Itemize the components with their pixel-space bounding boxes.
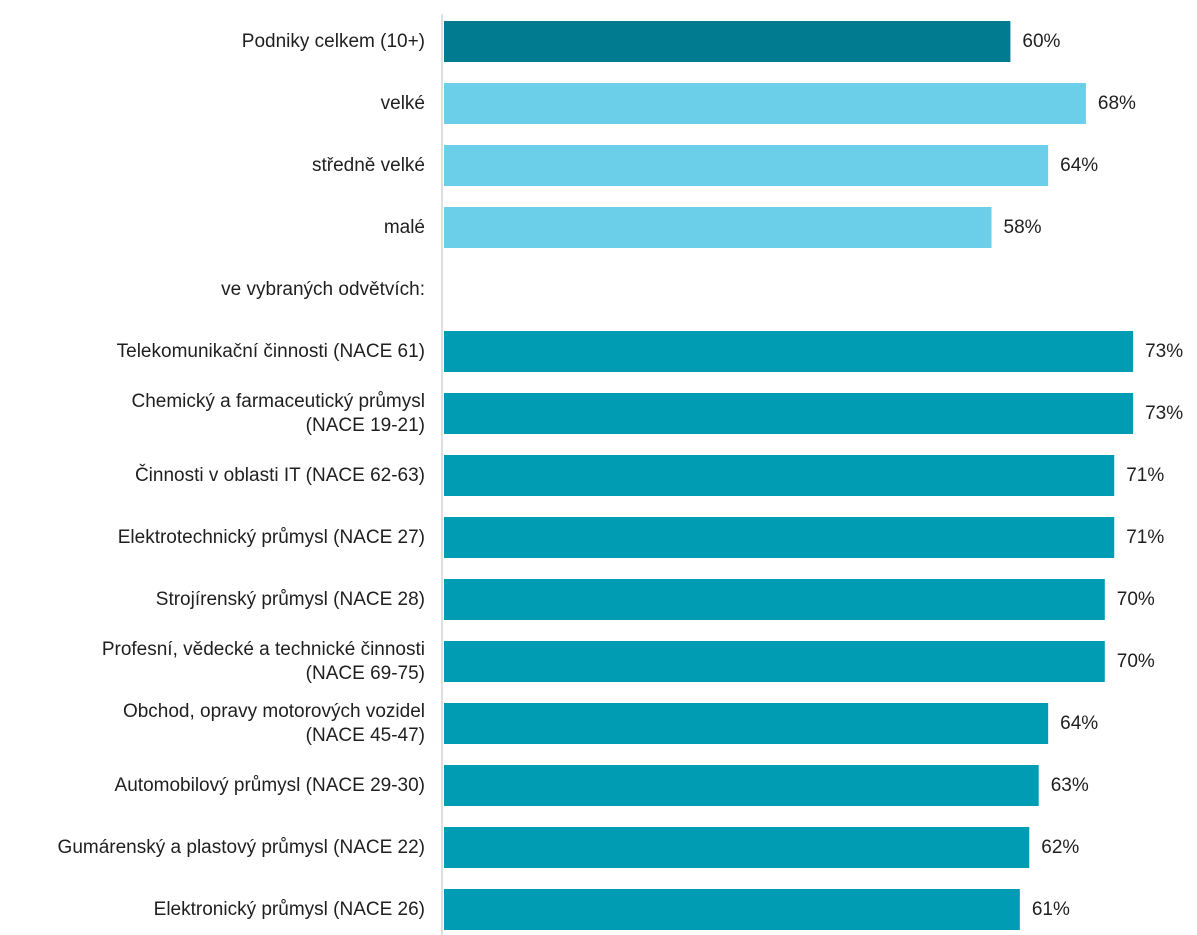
category-label-line: Obchod, opravy motorových vozidel bbox=[123, 701, 425, 722]
category-label-line: (NACE 45-47) bbox=[306, 725, 425, 746]
category-label-line: Činnosti v oblasti IT (NACE 62-63) bbox=[135, 464, 425, 486]
category-label-line: (NACE 69-75) bbox=[306, 663, 425, 684]
bar bbox=[444, 145, 1049, 186]
bar bbox=[444, 765, 1039, 806]
category-label: Elektronický průmysl (NACE 26) bbox=[154, 899, 425, 920]
value-label: 70% bbox=[1117, 651, 1155, 672]
value-label: 63% bbox=[1051, 775, 1089, 796]
category-label: velké bbox=[381, 93, 425, 114]
value-label: 62% bbox=[1041, 837, 1079, 858]
category-label-line: Telekomunikační činnosti (NACE 61) bbox=[117, 341, 425, 362]
value-label: 64% bbox=[1060, 155, 1098, 176]
bar bbox=[444, 579, 1105, 620]
bar bbox=[444, 393, 1134, 434]
category-label: středně velké bbox=[312, 155, 425, 176]
category-label: Gumárenský a plastový průmysl (NACE 22) bbox=[58, 837, 425, 858]
value-label: 70% bbox=[1117, 589, 1155, 610]
category-label-line: Elektronický průmysl (NACE 26) bbox=[154, 899, 425, 920]
category-label-line: (NACE 19-21) bbox=[306, 415, 425, 436]
bars-layer bbox=[444, 21, 1134, 930]
bar bbox=[444, 21, 1011, 62]
value-label: 58% bbox=[1004, 217, 1042, 238]
value-label: 71% bbox=[1126, 527, 1164, 548]
value-label: 71% bbox=[1126, 465, 1164, 486]
value-label: 60% bbox=[1022, 31, 1060, 52]
labels-layer: Podniky celkem (10+) 60% velké 68% středně v… bbox=[58, 31, 1184, 920]
category-label-line: Profesní, vědecké a technické činnosti bbox=[102, 639, 425, 660]
bar bbox=[444, 455, 1115, 496]
category-label: ve vybraných odvětvích: bbox=[221, 279, 425, 300]
category-label-line: Podniky celkem (10+) bbox=[242, 31, 425, 52]
bar bbox=[444, 331, 1134, 372]
value-label: 61% bbox=[1032, 899, 1070, 920]
category-label-line: Gumárenský a plastový průmysl (NACE 22) bbox=[58, 837, 425, 858]
category-label-line: velké bbox=[381, 93, 425, 114]
bar bbox=[444, 207, 992, 248]
category-label: Telekomunikační činnosti (NACE 61) bbox=[117, 341, 425, 362]
category-label-line: Automobilový průmysl (NACE 29-30) bbox=[115, 775, 425, 796]
category-label: malé bbox=[384, 217, 425, 238]
bar bbox=[444, 827, 1030, 868]
category-label: Automobilový průmysl (NACE 29-30) bbox=[115, 775, 425, 796]
value-label: 73% bbox=[1145, 403, 1183, 424]
category-label: Profesní, vědecké a technické činnosti (N… bbox=[102, 639, 425, 684]
bar bbox=[444, 83, 1086, 124]
bar bbox=[444, 703, 1049, 744]
bar bbox=[444, 641, 1105, 682]
bar bbox=[444, 889, 1020, 930]
category-label: Elektrotechnický průmysl (NACE 27) bbox=[118, 527, 425, 548]
category-label: Chemický a farmaceutický průmysl (NACE 19… bbox=[131, 391, 425, 436]
value-label: 73% bbox=[1145, 341, 1183, 362]
bar bbox=[444, 517, 1115, 558]
category-label-line: ve vybraných odvětvích: bbox=[221, 279, 425, 300]
category-label-line: Elektrotechnický průmysl (NACE 27) bbox=[118, 527, 425, 548]
category-label: Strojírenský průmysl (NACE 28) bbox=[156, 589, 425, 610]
category-label: Obchod, opravy motorových vozidel (NACE 4… bbox=[123, 701, 425, 746]
category-label-line: středně velké bbox=[312, 155, 425, 176]
category-label-line: malé bbox=[384, 217, 425, 238]
value-label: 68% bbox=[1098, 93, 1136, 114]
category-label-line: Strojírenský průmysl (NACE 28) bbox=[156, 589, 425, 610]
category-label: Podniky celkem (10+) bbox=[242, 31, 425, 52]
category-label: Činnosti v oblasti IT (NACE 62-63) bbox=[135, 464, 425, 486]
value-label: 64% bbox=[1060, 713, 1098, 734]
category-label-line: Chemický a farmaceutický průmysl bbox=[131, 391, 425, 412]
